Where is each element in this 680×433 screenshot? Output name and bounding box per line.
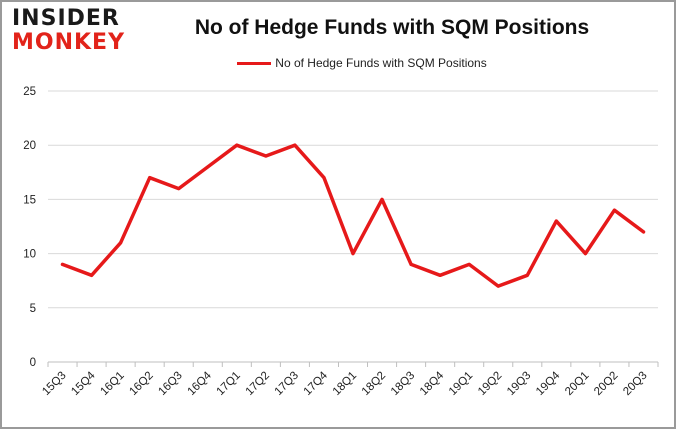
y-tick-label: 20 <box>23 140 36 152</box>
data-point <box>467 262 471 266</box>
data-point <box>264 154 268 158</box>
data-point <box>206 165 210 169</box>
data-point <box>148 176 152 180</box>
x-tick-label: 15Q3 <box>40 370 68 398</box>
x-tick-label: 16Q2 <box>127 370 155 398</box>
data-point <box>177 187 181 191</box>
data-point <box>380 197 384 201</box>
y-tick-label: 0 <box>30 357 36 369</box>
x-tick-label: 16Q4 <box>185 369 214 398</box>
x-tick-label: 16Q3 <box>156 370 184 398</box>
data-point <box>351 252 355 256</box>
data-point <box>641 230 645 234</box>
x-tick-label: 18Q1 <box>331 370 359 398</box>
data-point <box>583 252 587 256</box>
y-tick-label: 5 <box>30 303 36 315</box>
x-tick-label: 19Q1 <box>447 370 475 398</box>
legend-label: No of Hedge Funds with SQM Positions <box>275 56 487 70</box>
insider-monkey-logo: INSIDER MONKEY <box>12 8 125 54</box>
data-point <box>496 284 500 288</box>
x-tick-label: 19Q3 <box>505 370 533 398</box>
x-tick-label: 18Q4 <box>418 369 447 398</box>
x-tick-label: 20Q3 <box>621 370 649 398</box>
x-tick-label: 20Q2 <box>592 370 620 398</box>
legend-swatch <box>237 61 272 65</box>
legend: No of Hedge Funds with SQM Positions <box>2 56 680 70</box>
logo-line-2: MONKEY <box>12 30 126 55</box>
data-point <box>235 143 239 147</box>
data-point <box>119 241 123 245</box>
x-tick-label: 20Q1 <box>563 370 591 398</box>
x-tick-label: 17Q4 <box>302 369 331 398</box>
y-tick-label: 10 <box>23 249 36 261</box>
series-line <box>60 143 646 288</box>
data-point <box>293 143 297 147</box>
x-tick-label: 17Q3 <box>273 370 301 398</box>
x-tick-label: 17Q1 <box>215 370 243 398</box>
x-tick-label: 15Q4 <box>69 369 98 398</box>
data-point <box>90 273 94 277</box>
x-tick-label: 18Q2 <box>360 370 388 398</box>
y-tick-label: 15 <box>23 194 36 206</box>
y-tick-label: 25 <box>23 86 36 98</box>
data-point <box>525 273 529 277</box>
data-point <box>438 273 442 277</box>
x-tick-label: 19Q4 <box>534 369 563 398</box>
logo-line-1: INSIDER <box>12 6 120 31</box>
x-tick-label: 17Q2 <box>244 370 272 398</box>
data-point <box>554 219 558 223</box>
x-tick-label: 16Q1 <box>98 370 126 398</box>
x-tick-label: 18Q3 <box>389 370 417 398</box>
chart-title: No of Hedge Funds with SQM Positions <box>194 16 590 39</box>
data-point <box>612 208 616 212</box>
data-point <box>61 262 65 266</box>
x-tick-label: 19Q2 <box>476 370 504 398</box>
data-point <box>322 176 326 180</box>
data-point <box>409 262 413 266</box>
